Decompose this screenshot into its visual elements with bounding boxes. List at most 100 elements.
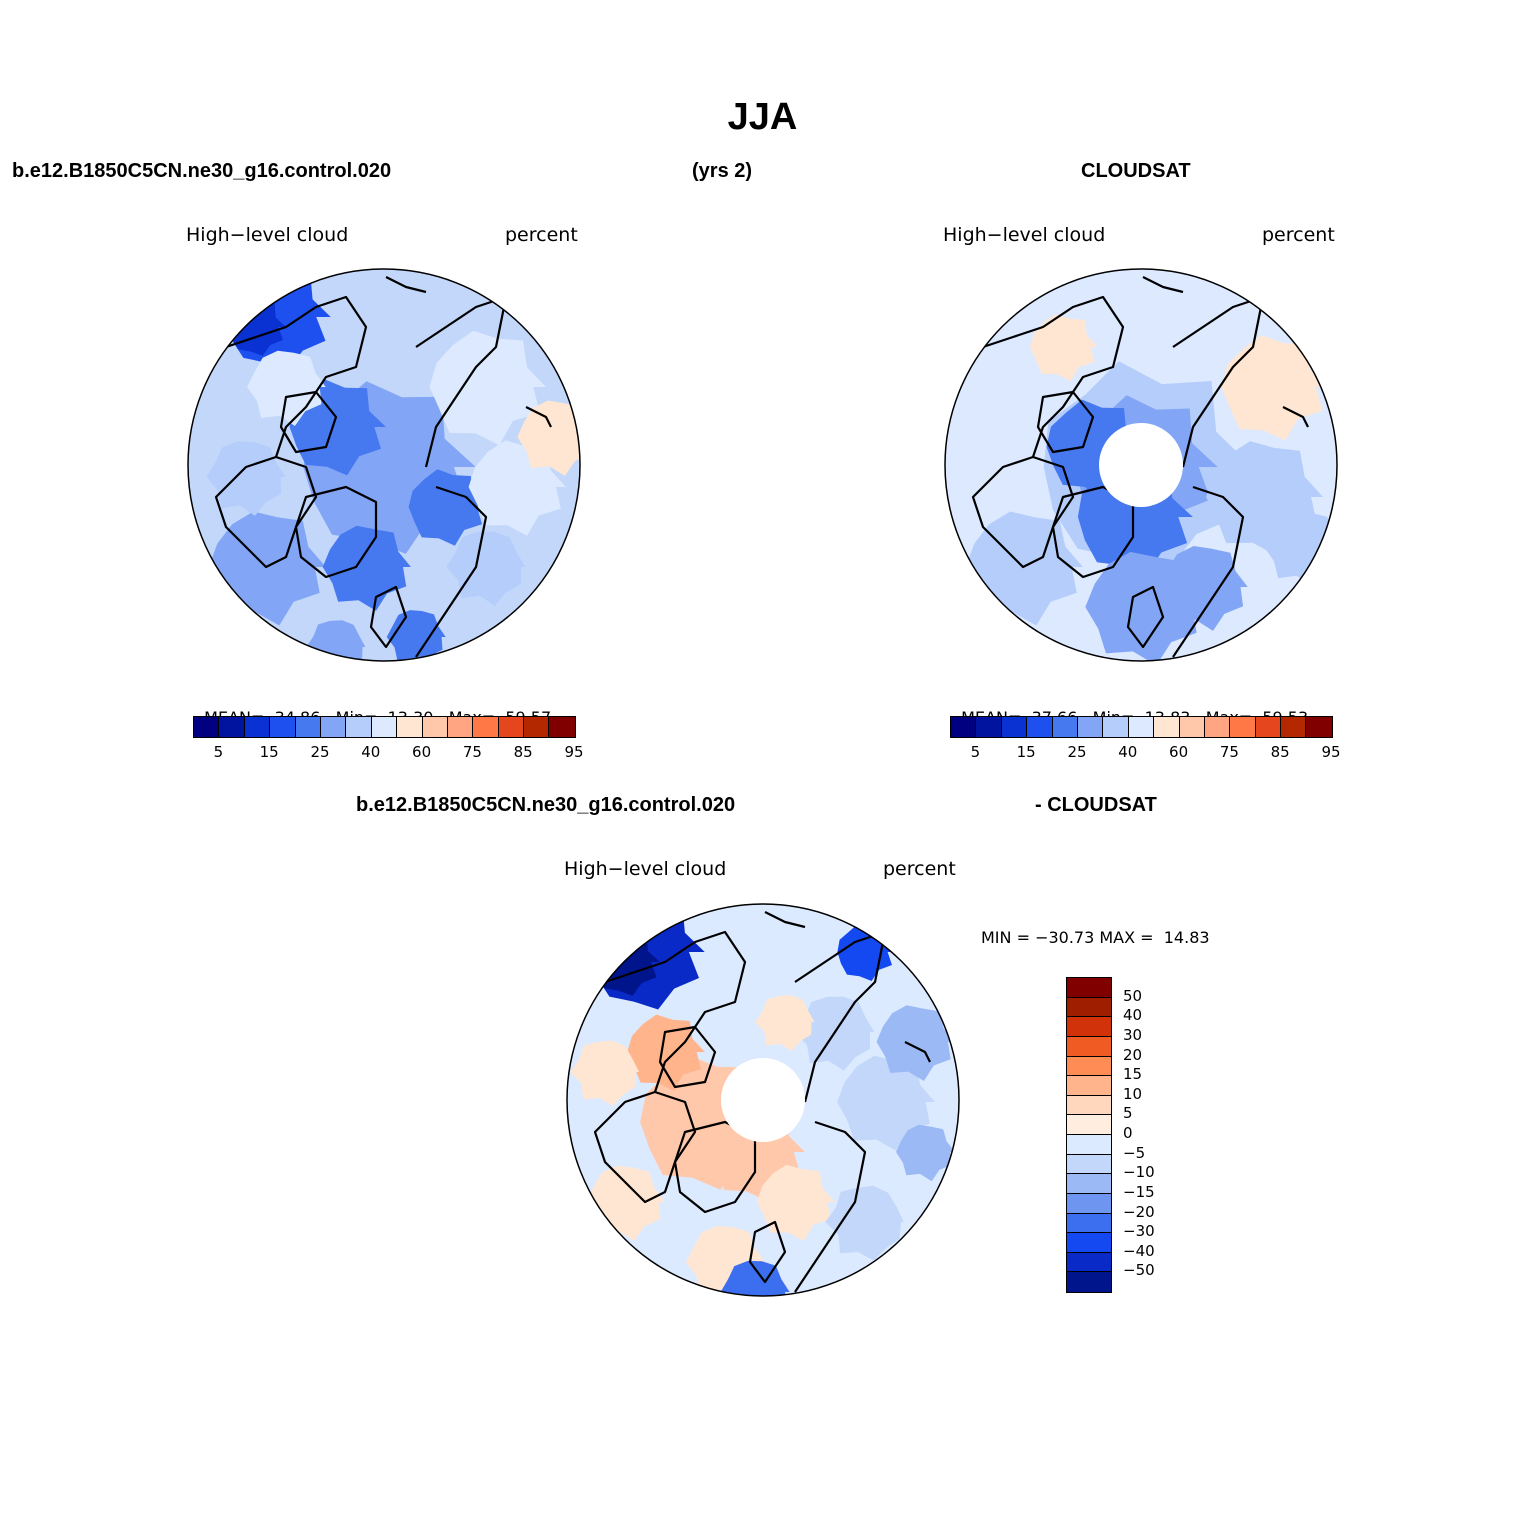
coastline bbox=[748, 1220, 787, 1284]
colorbar-swatch bbox=[295, 717, 321, 737]
colorbar-swatch bbox=[1067, 978, 1111, 998]
colorbar-tick-label: 40 bbox=[1118, 743, 1138, 761]
contour-region bbox=[1221, 335, 1328, 441]
colorbar-swatch bbox=[371, 717, 398, 737]
map-border bbox=[566, 903, 960, 1297]
diff-obs-dataset-name: - CLOUDSAT bbox=[1035, 794, 1157, 816]
coastline bbox=[658, 1025, 717, 1089]
colorbar-tick-label: −50 bbox=[1123, 1261, 1155, 1280]
colorbar-tick-label: 5 bbox=[1123, 1104, 1133, 1123]
colorbar-swatch bbox=[473, 717, 499, 737]
contour-region bbox=[446, 531, 526, 606]
panel3-polar-map bbox=[566, 903, 960, 1297]
colorbar-tick-label: 0 bbox=[1123, 1124, 1133, 1142]
polar-data-gap bbox=[721, 1058, 805, 1142]
model-case-name: b.e12.B1850C5CN.ne30_g16.control.020 bbox=[12, 160, 392, 182]
colorbar-swatch bbox=[1067, 1017, 1111, 1037]
colorbar-swatch bbox=[1230, 717, 1256, 737]
colorbar-swatch bbox=[1179, 717, 1205, 737]
panel2-units: percent bbox=[1262, 224, 1335, 246]
colorbar-swatch bbox=[1281, 717, 1307, 737]
panel2-polar-map bbox=[944, 268, 1338, 662]
colorbar-swatch bbox=[976, 717, 1002, 737]
colorbar-swatch bbox=[1067, 997, 1111, 1018]
colorbar-swatch bbox=[422, 717, 448, 737]
colorbar-swatch bbox=[219, 717, 245, 737]
contour-region bbox=[876, 1005, 955, 1081]
colorbar-swatch bbox=[1001, 717, 1028, 737]
coastline bbox=[385, 276, 427, 294]
coastline bbox=[525, 406, 552, 428]
coastline bbox=[1282, 406, 1309, 428]
coastline bbox=[369, 585, 408, 649]
contour-region bbox=[570, 1040, 640, 1106]
panel1-colorbar bbox=[193, 716, 576, 738]
coastline bbox=[794, 1120, 867, 1293]
colorbar-tick-label: 15 bbox=[1123, 1065, 1143, 1084]
colorbar-tick-label: 50 bbox=[1123, 986, 1143, 1005]
colorbar-swatch bbox=[1077, 717, 1104, 737]
panel3-variable: High−level cloud bbox=[564, 858, 727, 880]
coastline bbox=[904, 1041, 931, 1063]
contour-region bbox=[408, 469, 486, 546]
colorbar-tick-label: −15 bbox=[1123, 1182, 1155, 1201]
colorbar-swatch bbox=[1128, 717, 1155, 737]
colorbar-swatch bbox=[320, 717, 347, 737]
panel1-units: percent bbox=[505, 224, 578, 246]
colorbar-swatch bbox=[270, 717, 296, 737]
contour-region bbox=[720, 1260, 790, 1296]
colorbar-swatch bbox=[1255, 717, 1282, 737]
colorbar-swatch bbox=[1154, 717, 1180, 737]
panel2-colorbar bbox=[950, 716, 1333, 738]
coastline bbox=[982, 295, 1125, 458]
colorbar-tick-label: 40 bbox=[361, 743, 381, 761]
coastline bbox=[1036, 390, 1095, 454]
colorbar-tick-label: 85 bbox=[513, 743, 533, 761]
colorbar-swatch bbox=[447, 717, 474, 737]
polar-data-gap bbox=[1099, 423, 1183, 507]
coastline bbox=[279, 390, 338, 454]
colorbar-swatch bbox=[1067, 1135, 1111, 1155]
colorbar-swatch bbox=[1027, 717, 1053, 737]
colorbar-swatch bbox=[244, 717, 271, 737]
contour-region bbox=[1159, 546, 1248, 631]
panel3-units: percent bbox=[883, 858, 956, 880]
contour-region bbox=[429, 330, 546, 446]
figure-title: JJA bbox=[727, 96, 798, 138]
colorbar-swatch bbox=[1067, 1095, 1111, 1116]
coastline bbox=[1172, 485, 1245, 658]
colorbar-tick-label: 40 bbox=[1123, 1006, 1143, 1025]
colorbar-swatch bbox=[194, 717, 220, 737]
contour-region bbox=[757, 1164, 835, 1241]
colorbar-tick-label: −40 bbox=[1123, 1241, 1155, 1260]
colorbar-tick-label: −30 bbox=[1123, 1222, 1155, 1241]
years-label: (yrs 2) bbox=[692, 160, 753, 182]
colorbar-swatch bbox=[1067, 1056, 1111, 1077]
colorbar-swatch bbox=[1067, 1115, 1111, 1135]
panel1-variable: High−level cloud bbox=[186, 224, 349, 246]
colorbar-swatch bbox=[524, 717, 550, 737]
colorbar-swatch bbox=[397, 717, 423, 737]
colorbar-swatch bbox=[1067, 1252, 1111, 1273]
colorbar-tick-label: −5 bbox=[1123, 1143, 1146, 1162]
contour-region bbox=[306, 620, 366, 661]
colorbar-tick-label: 15 bbox=[1016, 743, 1036, 761]
coastline bbox=[294, 485, 378, 579]
colorbar-tick-label: 95 bbox=[564, 743, 584, 761]
colorbar-swatch bbox=[549, 717, 575, 737]
colorbar-tick-label: 95 bbox=[1321, 743, 1341, 761]
coastline bbox=[1142, 276, 1184, 294]
map-border bbox=[944, 268, 1338, 662]
contour-region bbox=[837, 1055, 935, 1151]
colorbar-swatch bbox=[1067, 1076, 1111, 1096]
colorbar-swatch bbox=[1067, 1036, 1111, 1057]
colorbar-tick-label: 30 bbox=[1123, 1025, 1143, 1044]
colorbar-swatch bbox=[1204, 717, 1231, 737]
map-border bbox=[187, 268, 581, 662]
colorbar-tick-label: 5 bbox=[970, 743, 981, 761]
colorbar-swatch bbox=[1067, 1272, 1111, 1292]
colorbar-tick-label: −10 bbox=[1123, 1163, 1155, 1182]
coastline bbox=[604, 930, 747, 1093]
colorbar-swatch bbox=[951, 717, 977, 737]
contour-region bbox=[627, 1014, 705, 1091]
